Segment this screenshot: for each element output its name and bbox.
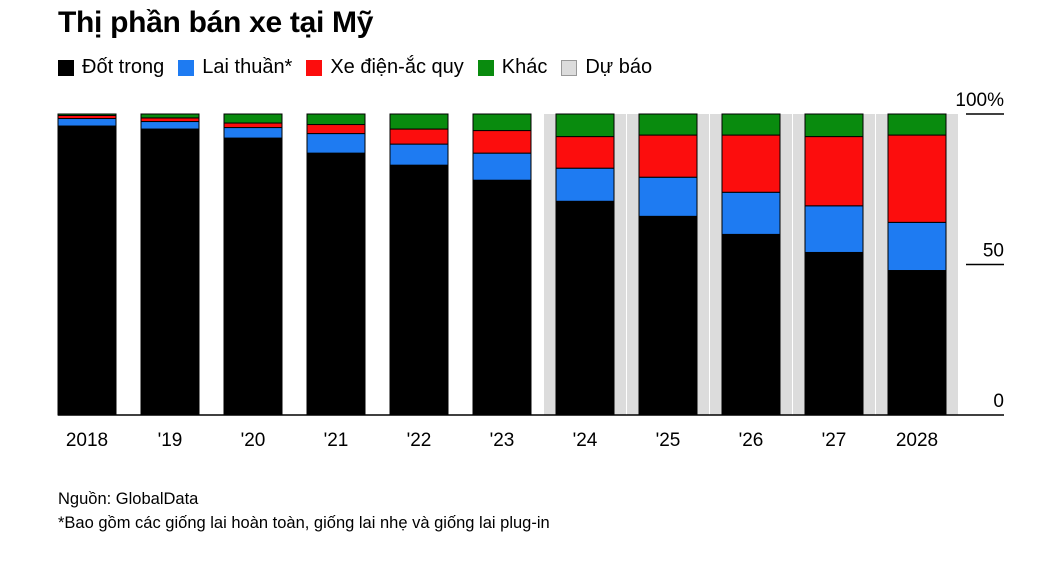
bar-segment [887,221,947,272]
bar-segment [223,122,283,129]
stacked-bar-chart: 2018 '19 '20 '21 '22 '23 '24 '25 '26 '27 2028 0 50 10… [57,90,1004,451]
bar-segment [804,113,864,138]
x-tick-label: 2018 [66,430,108,451]
legend-item-hybrid: Lai thuần* [178,56,292,79]
bar-segment [887,113,947,136]
bar-segment [223,113,283,124]
bar-segment [306,124,366,135]
x-tick-label: '20 [241,430,266,451]
bar-segment [638,215,698,416]
bar-segment [804,205,864,253]
y-tick-label: 0 [993,391,1004,412]
bar-segment [887,270,947,416]
legend-item-ice: Đốt trong [58,56,164,79]
x-tick-label: '21 [324,430,349,451]
bar-segment [472,179,532,416]
legend-swatch-ice [58,59,74,76]
bar-segment [140,121,200,130]
source-note: Nguồn: GlobalData [58,490,199,508]
bar-segment [638,176,698,217]
x-tick-label: '19 [158,430,183,451]
x-tick-label: '25 [656,430,681,451]
x-tick-label: 2028 [896,430,938,451]
bar-segment [223,137,283,416]
bar-segment [389,164,449,416]
bar-segment [57,118,117,127]
bar-segment [721,233,781,416]
legend-label-bev: Xe điện-ắc quy [330,56,464,78]
legend-label-hybrid: Lai thuần* [202,56,293,78]
bar-segment [638,113,698,136]
bar-segment [140,117,200,123]
legend-swatch-bev [306,59,323,76]
bar-segment [140,113,200,119]
bar-segment [555,167,615,202]
legend-label-ice: Đốt trong [82,56,165,78]
y-tick-label: 100% [955,90,1004,111]
bar-segment [472,113,532,132]
bar-segment [804,136,864,207]
legend-item-forecast: Dự báo [561,56,652,79]
legend-swatch-other [477,59,494,76]
x-tick-label: '22 [407,430,432,451]
bar-segment [721,113,781,136]
bar-segment [57,125,117,416]
chart-title: Thị phần bán xe tại Mỹ [58,6,374,39]
chart-legend: Đốt trong Lai thuần* Xe điện-ắc quy Khác… [58,56,666,79]
legend-item-bev: Xe điện-ắc quy [306,56,464,79]
bar-segment [389,113,449,130]
bar-segment [555,113,615,138]
x-tick-label: '24 [573,430,598,451]
bar-segment [555,136,615,169]
bar-segment [140,128,200,416]
bar-segment [306,113,366,126]
bar-segment [389,128,449,145]
footnote: *Bao gồm các giống lai hoàn toàn, giống … [58,514,550,532]
bar-segment [306,152,366,416]
legend-swatch-forecast [561,59,578,76]
bar-segment [555,200,615,416]
legend-swatch-hybrid [178,59,195,76]
bar-segment [804,251,864,416]
bar-segment [472,130,532,154]
x-tick-label: '26 [739,430,764,451]
x-tick-label: '23 [490,430,515,451]
bar-segment [721,191,781,235]
legend-item-other: Khác [477,56,548,79]
bar-segment [389,143,449,166]
bar-segment [57,113,117,117]
y-tick-label: 50 [983,241,1004,262]
bar-segment [721,134,781,193]
legend-label-other: Khác [501,56,548,78]
bar-segment [472,152,532,181]
bar-segment [638,134,698,178]
bar-segment [887,134,947,223]
bar-segment [223,127,283,139]
x-tick-label: '27 [822,430,847,451]
legend-label-forecast: Dự báo [585,56,653,78]
bar-segment [306,133,366,154]
